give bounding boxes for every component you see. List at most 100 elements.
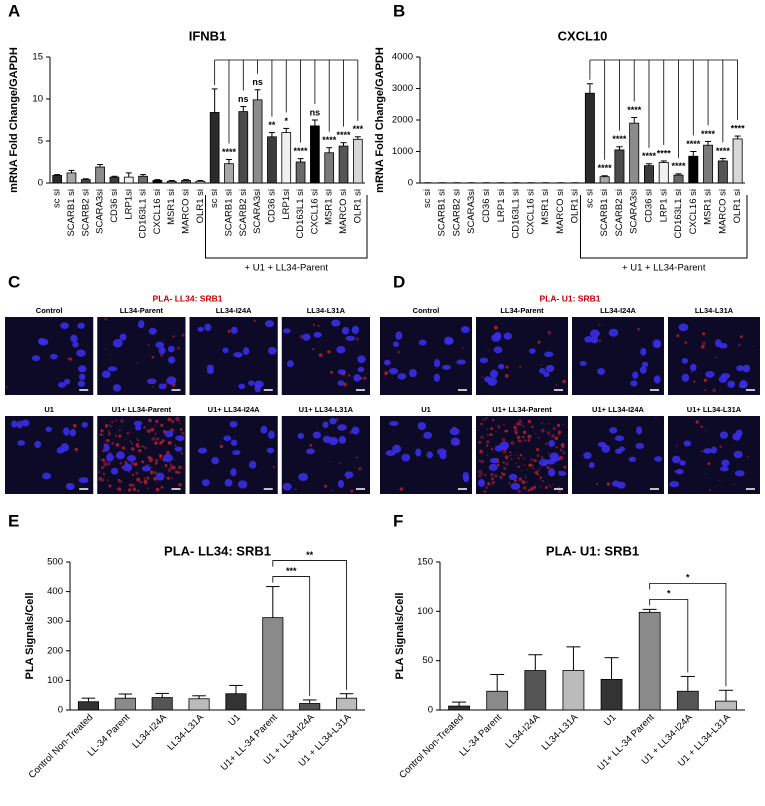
nucleus [679, 460, 686, 466]
y-tick-label: 0 [58, 705, 63, 716]
error-bar [631, 116, 638, 124]
nucleus [158, 383, 167, 390]
nucleus [510, 482, 521, 490]
bar [599, 176, 610, 184]
nucleus [543, 371, 550, 378]
y-tick-label: 100 [47, 675, 63, 686]
nucleus [341, 326, 350, 335]
nucleus [733, 450, 743, 459]
error-bar [140, 174, 147, 177]
nucleus [441, 364, 451, 370]
nucleus [489, 457, 499, 464]
bar [614, 149, 625, 184]
pla-signal [358, 466, 362, 471]
pla-signal [146, 476, 150, 480]
error-bar [528, 654, 543, 671]
pla-signal [494, 474, 498, 478]
comparison-bracket [649, 598, 689, 673]
x-tick-label: LRP1si [123, 189, 134, 220]
image-label: U1+ LL34-I24A [592, 405, 644, 414]
micrograph [572, 416, 664, 494]
pla-signal [534, 471, 538, 475]
bar [77, 701, 99, 711]
pla-signal [703, 378, 708, 382]
nucleus [248, 380, 255, 386]
nucleus [589, 329, 600, 338]
pla-signal [74, 447, 79, 452]
pla-signal [562, 424, 565, 426]
nucleus [538, 458, 549, 467]
x-tick-label: CXCL16 si [525, 189, 536, 234]
pla-signal [311, 347, 315, 351]
pla-signal [533, 459, 537, 463]
x-tick-label: LRP1 si [658, 189, 669, 222]
nucleus [265, 320, 275, 328]
group-label: + U1 + LL34-Parent [622, 263, 706, 274]
pla-signal [502, 449, 507, 454]
pla-signal [676, 334, 680, 338]
nucleus [632, 371, 639, 379]
nucleus [392, 444, 402, 454]
pla-signal [175, 417, 180, 422]
x-tick-label: CD163L1 si [138, 189, 149, 239]
bar [188, 698, 210, 711]
pla-signal [503, 423, 505, 426]
error-bar [675, 173, 682, 176]
pla-signal [118, 434, 122, 438]
pla-signal [522, 425, 525, 428]
pla-signal [338, 462, 341, 465]
error-bar [604, 657, 619, 680]
pla-signal [108, 433, 111, 436]
pla-signal [324, 484, 328, 488]
nucleus [230, 439, 238, 446]
pla-signal [486, 454, 488, 456]
error-bar [168, 179, 175, 182]
bar [138, 175, 148, 184]
nucleus [78, 373, 86, 381]
image-label: U1+ LL34-Parent [492, 405, 552, 414]
significance-label: ns [252, 77, 263, 87]
pla-signal [173, 458, 175, 461]
pla-signal [695, 420, 699, 424]
pla-signal [299, 334, 303, 339]
error-bar [734, 135, 741, 139]
image-title: PLA- U1: SRB1 [540, 293, 601, 303]
nucleus [357, 355, 366, 364]
y-tick-label: 200 [47, 645, 63, 656]
pla-signal [540, 364, 543, 367]
nucleus [503, 332, 512, 340]
pla-signal [487, 482, 491, 486]
pla-signal [521, 435, 525, 439]
nucleus [653, 375, 661, 384]
micrograph [97, 416, 186, 494]
nucleus [101, 370, 111, 379]
nucleus [238, 480, 248, 489]
nucleus [242, 347, 250, 356]
pla-signal [174, 444, 177, 447]
nucleus [298, 472, 309, 482]
x-tick-label: U1 [226, 712, 242, 728]
pla-signal [478, 469, 482, 474]
significance-label: ns [238, 94, 249, 104]
significance-label: **** [322, 135, 337, 145]
pla-signal [515, 431, 518, 435]
pla-signal [462, 347, 465, 349]
nucleus [155, 341, 165, 349]
significance-label: **** [294, 146, 309, 156]
pla-signal [477, 429, 480, 432]
pla-signal [503, 466, 507, 471]
y-axis-label: mRNA Fold Change/GAPDH [8, 47, 20, 193]
x-tick-label: SCARA3si [95, 189, 106, 234]
nucleus [641, 361, 649, 368]
nucleus [338, 435, 347, 444]
nucleus [57, 382, 67, 388]
bar [151, 697, 173, 711]
pla-signal [516, 435, 521, 440]
nucleus [78, 477, 89, 484]
error-bar [118, 693, 133, 699]
x-tick-label: MARCO si [181, 189, 192, 234]
pla-signal [132, 487, 137, 492]
pla-signal [478, 459, 482, 463]
pla-signal [509, 451, 512, 454]
pla-signal [151, 436, 156, 441]
